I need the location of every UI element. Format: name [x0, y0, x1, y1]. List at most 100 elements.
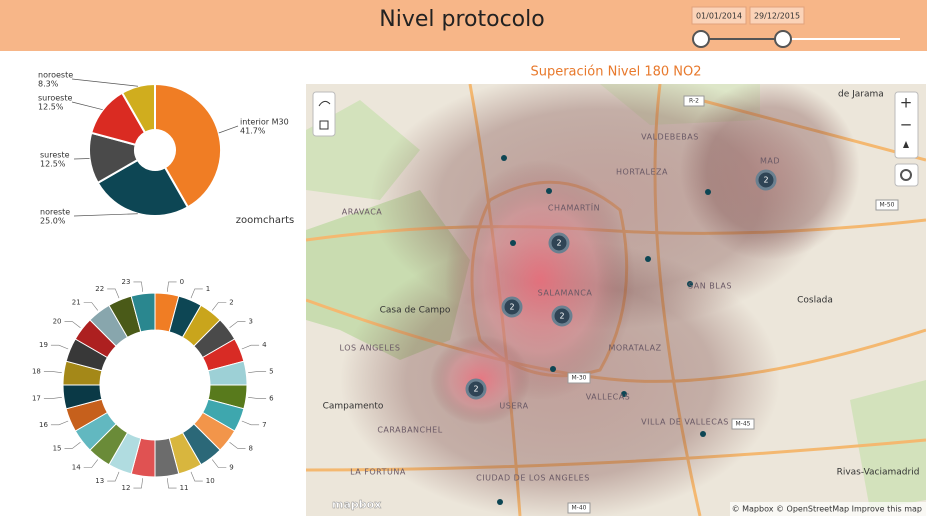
- compass[interactable]: [903, 141, 909, 148]
- slice-label: 19: [39, 341, 48, 349]
- place-label: CHAMARTÍN: [548, 202, 600, 213]
- slice-label: 15: [53, 444, 62, 452]
- place-label: CARABANCHEL: [377, 426, 442, 435]
- cluster-count: 2: [509, 303, 514, 312]
- place-label: MORATALAZ: [608, 344, 661, 353]
- slice-label: 5: [269, 367, 273, 375]
- cluster-count: 2: [556, 239, 561, 248]
- road-shield: [683, 95, 705, 107]
- date-from-box[interactable]: [691, 6, 747, 25]
- place-label: de Jarama: [838, 90, 884, 100]
- station-markers: [497, 155, 711, 505]
- slice-label: noreste: [40, 208, 70, 217]
- cluster-marker[interactable]: [551, 305, 573, 327]
- place-label: LA FORTUNA: [350, 468, 406, 477]
- slice-label: 7: [262, 421, 266, 429]
- place-label: USERA: [499, 402, 528, 411]
- place-label: VALDEBEBAS: [641, 133, 699, 142]
- date-to-box[interactable]: [749, 6, 805, 25]
- slice-label: 20: [53, 318, 62, 326]
- cluster-count: 2: [763, 176, 768, 185]
- zoom-in[interactable]: +: [900, 94, 913, 112]
- leader-line: [107, 288, 120, 299]
- place-label: VALLECAS: [586, 393, 631, 402]
- cluster-marker[interactable]: [548, 232, 570, 254]
- park: [850, 380, 926, 510]
- leader-line: [133, 478, 144, 489]
- slice-label: suroeste: [38, 94, 72, 103]
- cluster-marker[interactable]: [501, 296, 523, 318]
- place-label: Coslada: [797, 296, 833, 306]
- leader-line: [83, 302, 99, 311]
- leader-line: [73, 158, 90, 160]
- place-label: Rivas-Vaciamadrid: [837, 468, 920, 478]
- geolocate-icon: [900, 169, 912, 181]
- attribution[interactable]: © Mapbox © OpenStreetMap Improve this ma…: [732, 505, 922, 514]
- place-label: ARAVACA: [342, 208, 383, 217]
- leader-line: [190, 471, 203, 482]
- slice-label: 21: [72, 298, 81, 306]
- slice-label: 4: [262, 341, 267, 349]
- draw-lasso-icon[interactable]: [318, 100, 331, 107]
- place-label: MAD: [760, 157, 780, 166]
- leader-line: [50, 344, 69, 350]
- slice-label: 9: [229, 464, 233, 472]
- pie-slice: [154, 82, 222, 209]
- slice-label: 8: [249, 444, 253, 452]
- slice-value: 25.0%: [40, 217, 66, 226]
- leader-line: [241, 344, 260, 350]
- heat-area: [680, 84, 860, 260]
- slice-label: 18: [32, 367, 41, 375]
- leader-line: [64, 441, 81, 449]
- slice-label: 12: [122, 484, 131, 492]
- slice-label: 11: [180, 484, 189, 492]
- leader-line: [166, 478, 177, 489]
- leader-line: [248, 371, 267, 374]
- leader-line: [211, 459, 227, 468]
- slice-label: 14: [72, 464, 81, 472]
- leader-line: [190, 288, 203, 299]
- slice-label: 0: [180, 278, 184, 286]
- place-label: LOS ANGELES: [340, 344, 401, 353]
- cluster-count: 2: [473, 385, 478, 394]
- road-shield: [567, 502, 591, 514]
- page-title: Nivel protocolo: [379, 7, 544, 32]
- place-label: SAN BLAS: [688, 282, 732, 291]
- zoom-controls: [894, 91, 919, 159]
- leader-line: [248, 396, 267, 399]
- slice-label: 6: [269, 395, 274, 403]
- leader-line: [166, 281, 177, 292]
- cluster-count: 2: [559, 312, 564, 321]
- slice-label: 22: [95, 285, 104, 293]
- mapbox-logo: mapbox: [332, 498, 381, 511]
- leader-line: [211, 302, 227, 311]
- slice-label: noroeste: [38, 71, 73, 80]
- leader-line: [71, 78, 139, 87]
- road-label: M-30: [572, 375, 587, 382]
- slice-label: 3: [249, 318, 253, 326]
- road-shield: [567, 372, 591, 384]
- leader-line: [71, 101, 103, 111]
- road-label: R-2: [689, 98, 699, 105]
- slice-value: 41.7%: [240, 127, 266, 136]
- place-label: VILLA DE VALLECAS: [641, 418, 729, 427]
- place-label: SALAMANCA: [538, 289, 593, 298]
- slice-label: 2: [229, 298, 233, 306]
- map[interactable]: de Jarama VALDEBEBAS MAD HORTALEZA CHAMA…: [306, 70, 926, 520]
- zoom-out[interactable]: −: [900, 116, 913, 134]
- draw-rect-icon[interactable]: [319, 120, 329, 130]
- leader-line: [107, 471, 120, 482]
- road-label: M-45: [736, 421, 751, 428]
- date-to: 29/12/2015: [754, 12, 800, 21]
- slider-handle[interactable]: [692, 30, 710, 48]
- cluster-marker[interactable]: [465, 378, 487, 400]
- slice-label: 1: [206, 285, 210, 293]
- cluster-marker[interactable]: [755, 169, 777, 191]
- leader-line: [43, 396, 62, 399]
- slider-handle[interactable]: [774, 30, 792, 48]
- geolocate[interactable]: [894, 163, 919, 187]
- slice-label: sureste: [40, 151, 70, 160]
- slice-label: 17: [32, 395, 41, 403]
